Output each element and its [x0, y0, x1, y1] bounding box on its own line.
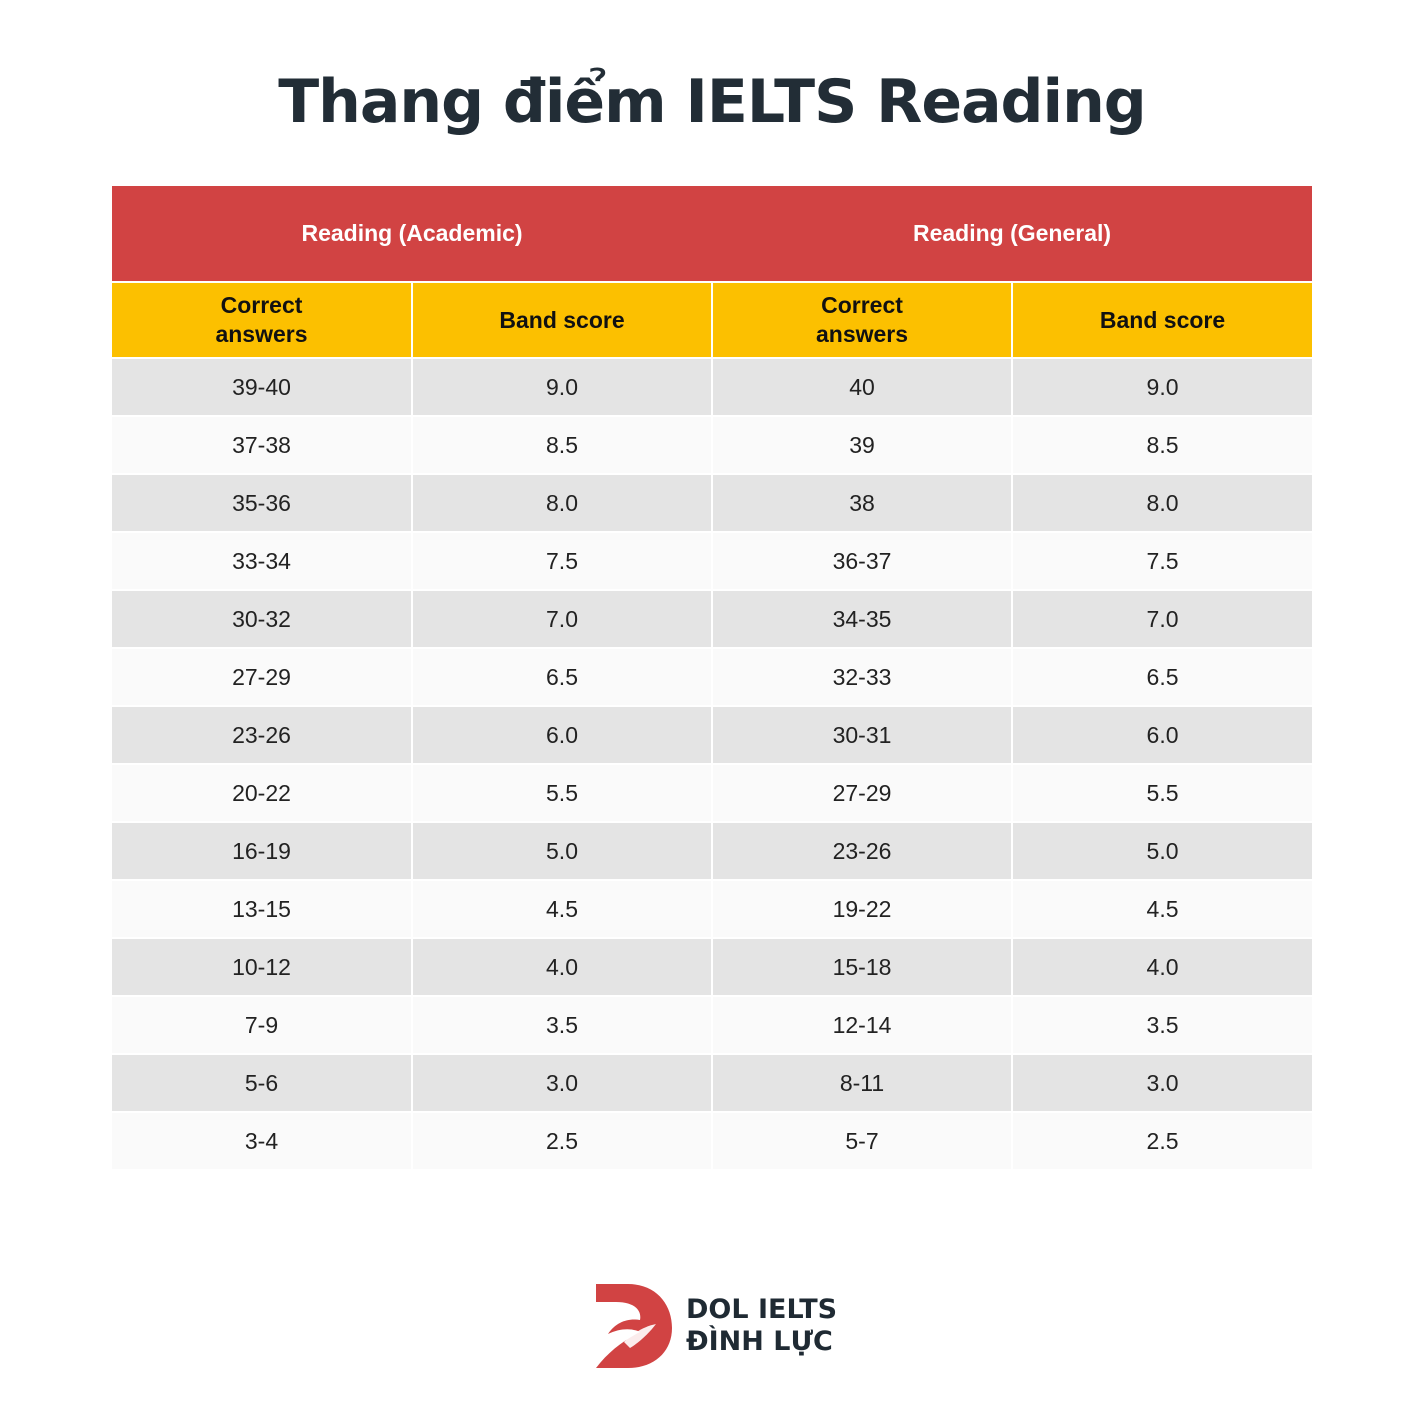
table-row: 10-12 4.0 15-18 4.0 [112, 937, 1313, 996]
cell-band-score-general: 7.0 [1011, 589, 1313, 648]
cell-band-score-academic: 8.0 [410, 473, 713, 532]
table-row: 33-34 7.5 36-37 7.5 [112, 531, 1313, 590]
column-header-band-score-general: Band score [1011, 281, 1313, 358]
cell-band-score-general: 5.0 [1011, 821, 1313, 880]
cell-correct-answers-general: 19-22 [711, 879, 1013, 938]
cell-correct-answers-academic: 27-29 [112, 647, 412, 706]
cell-band-score-general: 7.5 [1011, 531, 1313, 590]
cell-correct-answers-academic: 3-4 [112, 1111, 412, 1169]
cell-band-score-general: 6.5 [1011, 647, 1313, 706]
cell-band-score-general: 2.5 [1011, 1111, 1313, 1169]
cell-correct-answers-general: 40 [711, 357, 1013, 416]
cell-correct-answers-academic: 33-34 [112, 531, 412, 590]
table-row: 13-15 4.5 19-22 4.5 [112, 879, 1313, 938]
cell-band-score-general: 8.5 [1011, 415, 1313, 474]
cell-correct-answers-general: 15-18 [711, 937, 1013, 996]
cell-band-score-general: 4.5 [1011, 879, 1313, 938]
cell-band-score-academic: 4.0 [410, 937, 713, 996]
group-header-row: Reading (Academic) Reading (General) [112, 186, 1313, 282]
cell-correct-answers-academic: 13-15 [112, 879, 412, 938]
cell-band-score-general: 4.0 [1011, 937, 1313, 996]
cell-correct-answers-academic: 5-6 [112, 1053, 412, 1112]
cell-correct-answers-general: 32-33 [711, 647, 1013, 706]
cell-band-score-academic: 8.5 [410, 415, 713, 474]
cell-band-score-general: 3.0 [1011, 1053, 1313, 1112]
cell-correct-answers-academic: 7-9 [112, 995, 412, 1054]
cell-band-score-general: 8.0 [1011, 473, 1313, 532]
cell-band-score-academic: 7.0 [410, 589, 713, 648]
cell-band-score-academic: 6.5 [410, 647, 713, 706]
table-row: 23-26 6.0 30-31 6.0 [112, 705, 1313, 764]
cell-band-score-academic: 5.0 [410, 821, 713, 880]
cell-correct-answers-general: 36-37 [711, 531, 1013, 590]
cell-correct-answers-general: 5-7 [711, 1111, 1013, 1169]
cell-band-score-academic: 6.0 [410, 705, 713, 764]
cell-correct-answers-academic: 10-12 [112, 937, 412, 996]
cell-band-score-academic: 2.5 [410, 1111, 713, 1169]
cell-band-score-academic: 3.0 [410, 1053, 713, 1112]
cell-band-score-general: 6.0 [1011, 705, 1313, 764]
table-row: 16-19 5.0 23-26 5.0 [112, 821, 1313, 880]
cell-correct-answers-academic: 39-40 [112, 357, 412, 416]
table-row: 20-22 5.5 27-29 5.5 [112, 763, 1313, 822]
group-header-general: Reading (General) [712, 186, 1313, 282]
dol-logo-icon [596, 1284, 672, 1368]
cell-correct-answers-academic: 20-22 [112, 763, 412, 822]
column-header-correct-answers-general: Correct answers [711, 281, 1013, 358]
cell-correct-answers-general: 38 [711, 473, 1013, 532]
brand-logo: DOL IELTS ĐÌNH LỰC [594, 1282, 838, 1372]
table-row: 5-6 3.0 8-11 3.0 [112, 1053, 1313, 1112]
cell-band-score-academic: 9.0 [410, 357, 713, 416]
column-header-correct-answers-academic: Correct answers [112, 281, 412, 358]
cell-correct-answers-academic: 35-36 [112, 473, 412, 532]
table-row: 27-29 6.5 32-33 6.5 [112, 647, 1313, 706]
cell-correct-answers-general: 34-35 [711, 589, 1013, 648]
cell-correct-answers-general: 30-31 [711, 705, 1013, 764]
score-table: Reading (Academic) Reading (General) Cor… [112, 186, 1313, 1169]
cell-correct-answers-academic: 23-26 [112, 705, 412, 764]
column-header-band-score-academic: Band score [410, 281, 713, 358]
logo-text-line2: ĐÌNH LỰC [686, 1326, 833, 1357]
table-row: 30-32 7.0 34-35 7.0 [112, 589, 1313, 648]
logo-text-line1: DOL IELTS [686, 1294, 838, 1325]
table-row: 3-4 2.5 5-7 2.5 [112, 1111, 1313, 1169]
table-row: 35-36 8.0 38 8.0 [112, 473, 1313, 532]
table-row: 39-40 9.0 40 9.0 [112, 357, 1313, 416]
cell-correct-answers-academic: 37-38 [112, 415, 412, 474]
cell-band-score-academic: 5.5 [410, 763, 713, 822]
cell-correct-answers-general: 39 [711, 415, 1013, 474]
cell-band-score-academic: 7.5 [410, 531, 713, 590]
cell-correct-answers-academic: 16-19 [112, 821, 412, 880]
cell-correct-answers-general: 8-11 [711, 1053, 1013, 1112]
table-row: 7-9 3.5 12-14 3.5 [112, 995, 1313, 1054]
cell-band-score-academic: 3.5 [410, 995, 713, 1054]
cell-band-score-general: 5.5 [1011, 763, 1313, 822]
page-title: Thang điểm IELTS Reading [278, 67, 1147, 137]
cell-correct-answers-general: 12-14 [711, 995, 1013, 1054]
cell-correct-answers-general: 23-26 [711, 821, 1013, 880]
column-header-row: Correct answers Band score Correct answers… [112, 281, 1313, 358]
cell-band-score-general: 9.0 [1011, 357, 1313, 416]
cell-band-score-general: 3.5 [1011, 995, 1313, 1054]
cell-correct-answers-general: 27-29 [711, 763, 1013, 822]
table-row: 37-38 8.5 39 8.5 [112, 415, 1313, 474]
score-table-body: 39-40 9.0 40 9.0 37-38 8.5 39 8.5 35-36 8.0 38 8.0 3… [112, 357, 1313, 1169]
group-header-academic: Reading (Academic) [112, 186, 713, 282]
cell-correct-answers-academic: 30-32 [112, 589, 412, 648]
cell-band-score-academic: 4.5 [410, 879, 713, 938]
